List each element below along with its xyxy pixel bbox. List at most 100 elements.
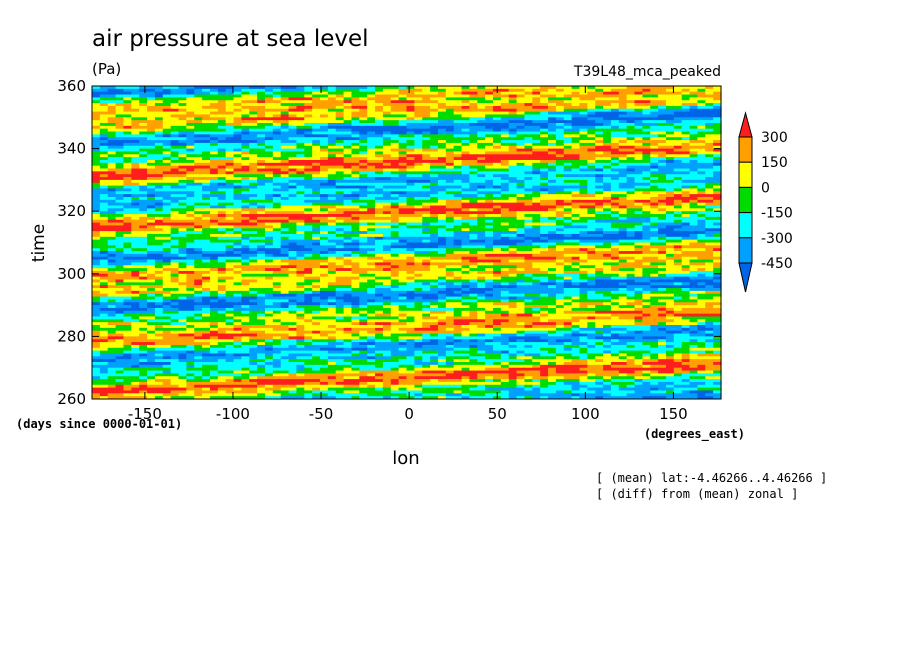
heatmap-cell <box>170 231 180 235</box>
heatmap-cell <box>461 159 470 164</box>
heatmap-cell <box>579 182 588 186</box>
heatmap-cell <box>162 191 172 195</box>
heatmap-cell <box>186 131 195 135</box>
heatmap-cell <box>453 134 463 138</box>
heatmap-cell <box>681 202 691 206</box>
heatmap-cell <box>650 165 659 169</box>
heatmap-cell <box>665 86 675 90</box>
heatmap-cell <box>312 248 321 252</box>
heatmap-cell <box>304 194 313 198</box>
heatmap-cell <box>367 111 376 115</box>
heatmap-cell <box>382 225 392 229</box>
heatmap-cell <box>642 111 651 115</box>
heatmap-cell <box>713 120 722 124</box>
heatmap-cell <box>705 154 714 158</box>
heatmap-cell <box>548 216 557 221</box>
heatmap-cell <box>665 171 675 175</box>
heatmap-cell <box>477 154 486 158</box>
heatmap-cell <box>359 165 368 169</box>
heatmap-cell <box>225 185 235 189</box>
heatmap-cell <box>131 179 140 184</box>
heatmap-cell <box>154 103 164 107</box>
heatmap-cell <box>532 188 541 192</box>
heatmap-cell <box>595 168 604 172</box>
heatmap-cell <box>689 179 699 184</box>
heatmap-cell <box>430 100 439 104</box>
heatmap-cell <box>99 168 109 172</box>
heatmap-cell <box>658 233 667 238</box>
heatmap-cell <box>280 199 290 204</box>
heatmap-cell <box>555 205 565 209</box>
heatmap-cell <box>516 131 526 135</box>
heatmap-cell <box>382 242 392 246</box>
heatmap-cell <box>272 199 282 204</box>
heatmap-cell <box>469 105 478 110</box>
heatmap-cell <box>296 208 305 212</box>
heatmap-cell <box>430 86 439 90</box>
heatmap-cell <box>154 196 164 201</box>
heatmap-cell <box>257 211 266 215</box>
heatmap-cell <box>634 233 643 238</box>
heatmap-cell <box>288 117 298 121</box>
heatmap-cell <box>217 120 227 124</box>
heatmap-cell <box>571 140 581 144</box>
heatmap-cell <box>217 171 227 175</box>
heatmap-cell <box>524 248 533 252</box>
heatmap-cell <box>555 236 565 241</box>
heatmap-cell <box>508 211 518 215</box>
heatmap-cell <box>697 242 706 246</box>
heatmap-cell <box>603 242 612 246</box>
heatmap-cell <box>343 140 353 144</box>
heatmap-cell <box>697 211 706 215</box>
heatmap-cell <box>186 245 195 249</box>
heatmap-cell <box>422 225 431 229</box>
heatmap-cell <box>359 125 368 130</box>
heatmap-cell <box>233 142 242 147</box>
heatmap-cell <box>217 131 227 135</box>
heatmap-cell <box>296 117 305 121</box>
heatmap-cell <box>453 242 463 246</box>
heatmap-cell <box>375 108 384 113</box>
heatmap-cell <box>264 120 274 124</box>
heatmap-cell <box>257 196 266 201</box>
heatmap-cell <box>367 245 376 249</box>
heatmap-cell <box>634 125 643 130</box>
heatmap-cell <box>697 225 706 229</box>
heatmap-cell <box>508 185 518 189</box>
heatmap-cell <box>264 202 274 206</box>
heatmap-cell <box>705 117 714 121</box>
heatmap-cell <box>382 194 392 198</box>
heatmap-cell <box>414 188 423 192</box>
heatmap-cell <box>563 114 573 118</box>
heatmap-cell <box>170 185 180 189</box>
heatmap-cell <box>99 248 109 252</box>
heatmap-cell <box>414 228 423 232</box>
heatmap-cell <box>500 154 510 158</box>
heatmap-cell <box>422 162 431 167</box>
heatmap-cell <box>320 194 329 198</box>
heatmap-cell <box>469 165 478 169</box>
heatmap-cell <box>697 162 706 167</box>
heatmap-cell <box>390 256 400 260</box>
heatmap-cell <box>571 91 581 95</box>
heatmap-cell <box>492 125 502 130</box>
heatmap-cell <box>343 154 353 158</box>
heatmap-cell <box>540 125 549 130</box>
heatmap-cell <box>492 248 502 252</box>
heatmap-cell <box>437 179 447 184</box>
heatmap-cell <box>445 253 455 258</box>
heatmap-cell <box>351 140 360 144</box>
heatmap-cell <box>713 236 722 241</box>
heatmap-cell <box>335 114 345 118</box>
heatmap-cell <box>154 248 164 252</box>
heatmap-cell <box>209 262 219 266</box>
heatmap-cell <box>170 122 180 127</box>
heatmap-cell <box>147 222 156 226</box>
heatmap-cell <box>249 162 258 167</box>
heatmap-cell <box>650 174 659 178</box>
heatmap-cell <box>634 188 643 192</box>
heatmap-cell <box>209 208 219 212</box>
heatmap-cell <box>296 125 305 130</box>
heatmap-cell <box>209 256 219 260</box>
heatmap-cell <box>233 216 242 221</box>
